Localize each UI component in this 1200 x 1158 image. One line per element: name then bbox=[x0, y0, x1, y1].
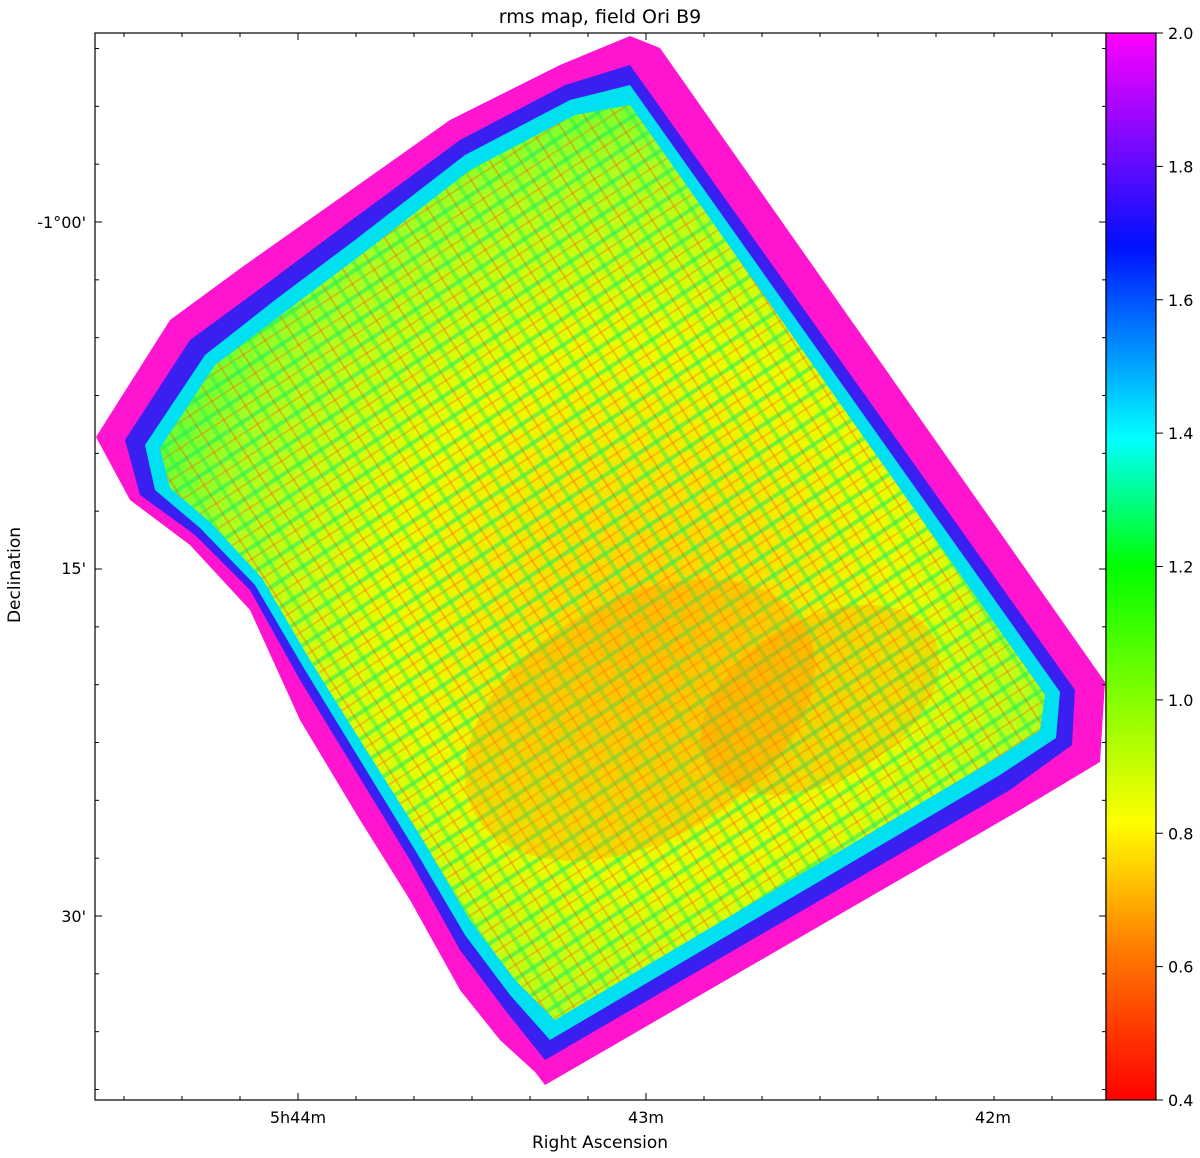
colorbar-tick-label: 1.8 bbox=[1168, 157, 1193, 176]
y-axis-label: Declination bbox=[5, 527, 25, 623]
x-tick-label-2: 42m bbox=[975, 1108, 1011, 1127]
x-tick-label-0: 5h44m bbox=[270, 1108, 326, 1127]
colorbar-ticks: 0.4 0.6 0.8 1.0 1.2 1.4 1.6 1.8 2.0 bbox=[1156, 24, 1193, 1110]
colorbar-tick-label: 1.4 bbox=[1168, 424, 1193, 443]
y-tick-label-2: 30' bbox=[61, 907, 86, 926]
x-axis-ticks bbox=[123, 33, 1053, 1100]
colorbar-tick-label: 1.2 bbox=[1168, 558, 1193, 577]
rms-field bbox=[96, 36, 1105, 1085]
colorbar-tick-label: 1.0 bbox=[1168, 691, 1193, 710]
field-stripes-b bbox=[160, 105, 1045, 1020]
colorbar-tick-label: 1.6 bbox=[1168, 291, 1193, 310]
chart-title: rms map, field Ori B9 bbox=[499, 6, 701, 28]
x-axis-label: Right Ascension bbox=[532, 1133, 668, 1153]
colorbar-tick-label: 2.0 bbox=[1168, 24, 1193, 43]
colorbar-tick-label: 0.8 bbox=[1168, 824, 1193, 843]
colorbar bbox=[1105, 32, 1157, 1101]
low-rms-core-2 bbox=[700, 605, 940, 795]
y-tick-label-0: -1°00' bbox=[37, 213, 86, 232]
y-tick-label-1: 15' bbox=[61, 559, 86, 578]
low-rms-core bbox=[464, 579, 816, 861]
colorbar-tick-label: 0.6 bbox=[1168, 958, 1193, 977]
x-tick-label-1: 43m bbox=[628, 1108, 664, 1127]
y-axis-ticks bbox=[95, 48, 1106, 1090]
colorbar-tick-label: 0.4 bbox=[1168, 1091, 1193, 1110]
